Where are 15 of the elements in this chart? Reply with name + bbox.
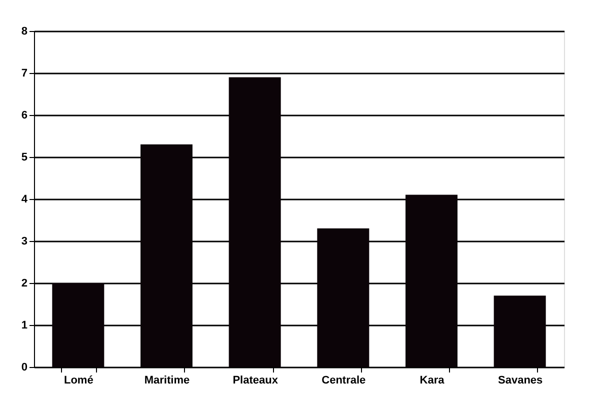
x-tick-label: Centrale [322, 374, 366, 386]
y-tick-label: 2 [21, 278, 28, 290]
y-tick-label: 6 [21, 110, 28, 122]
y-tick-label: 1 [21, 320, 28, 332]
y-tick-label: 7 [21, 68, 28, 80]
y-tick-label: 5 [21, 152, 28, 164]
x-tick-label: Savanes [498, 374, 543, 386]
x-tick-label: Plateaux [232, 374, 279, 386]
x-tick-label: Kara [420, 374, 446, 386]
y-tick-label: 8 [21, 26, 28, 38]
y-tick-label: 0 [21, 362, 28, 374]
y-tick-label: 3 [21, 236, 28, 248]
x-tick-label: Lomé [64, 374, 94, 386]
x-tick-label: Maritime [144, 374, 190, 386]
y-tick-label: 4 [21, 194, 28, 206]
